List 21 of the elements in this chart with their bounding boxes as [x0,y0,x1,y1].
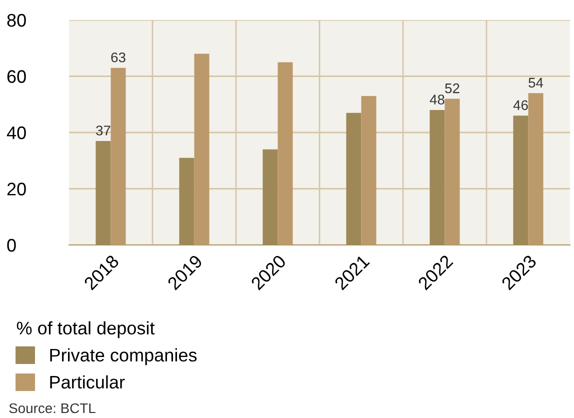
data-label: 46 [513,100,528,110]
y-tick-label: 80 [7,14,26,27]
source-note: Source: BCTL [9,403,96,414]
legend-title: % of total deposit [16,321,155,338]
legend-label: Private companies [50,348,197,366]
y-tick-label: 60 [7,70,26,83]
bar [346,112,362,245]
data-label: 63 [111,52,126,62]
data-label: 54 [528,78,544,88]
y-tick-label: 40 [6,126,26,140]
bar [96,140,111,245]
data-label: 48 [430,94,444,104]
bar [513,116,528,245]
y-tick-label: 0 [7,238,16,252]
data-label: 37 [96,126,110,136]
data-label: 52 [445,83,460,94]
legend-label: Particular [50,375,125,389]
y-tick-label: 20 [7,182,26,196]
bar [430,110,445,245]
bar [262,149,278,245]
bar [179,158,194,245]
